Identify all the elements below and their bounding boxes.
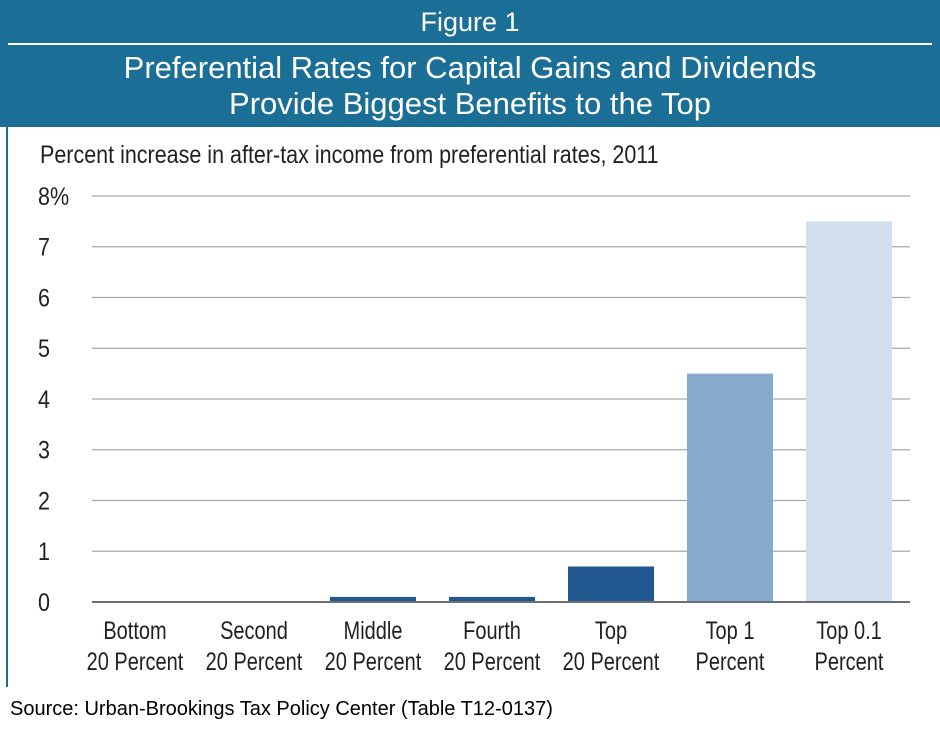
x-tick-label: Percent [815, 648, 885, 676]
y-tick-label: 7 [38, 233, 50, 261]
x-tick-label: Top [595, 617, 627, 645]
x-tick-label: Second [220, 617, 288, 645]
figure-header: Figure 1 Preferential Rates for Capital … [0, 0, 940, 127]
y-tick-label: 2 [38, 487, 50, 515]
x-tick-label: Top 1 [706, 617, 755, 645]
y-tick-label: 0 [38, 588, 50, 616]
x-tick-label: Middle [344, 617, 403, 645]
left-border-rule [6, 127, 8, 687]
x-tick-label: Percent [696, 648, 766, 676]
chart-subtitle: Percent increase in after-tax income fro… [40, 141, 659, 169]
figure-title-line2: Provide Biggest Benefits to the Top [229, 86, 711, 121]
y-tick-label: 1 [38, 538, 50, 566]
x-tick-label: Bottom [103, 617, 166, 645]
y-tick-label: 3 [38, 436, 50, 464]
x-tick-label: 20 Percent [325, 648, 422, 676]
bar [687, 373, 773, 602]
figure-label: Figure 1 [420, 7, 520, 37]
bar [806, 221, 892, 602]
x-tick-label: 20 Percent [563, 648, 660, 676]
y-tick-label: 4 [38, 385, 50, 413]
figure-title-line1: Preferential Rates for Capital Gains and… [123, 50, 817, 85]
y-tick-label: 5 [38, 335, 50, 363]
bar-chart: 0 1 2 3 4 5 6 7 8% Bottom 20 Percent Second 20 Perce… [38, 182, 910, 676]
y-tick-label: 8% [38, 182, 69, 210]
y-tick-label: 6 [38, 284, 50, 312]
bar [449, 596, 535, 602]
bar [568, 566, 654, 602]
bar [330, 596, 416, 602]
x-tick-label: Top 0.1 [816, 617, 882, 645]
source-note: Source: Urban-Brookings Tax Policy Cente… [10, 698, 553, 720]
figure-title: Preferential Rates for Capital Gains and… [0, 50, 940, 122]
header-divider [8, 43, 932, 45]
x-tick-label: 20 Percent [87, 648, 184, 676]
x-tick-label: Fourth [463, 617, 521, 645]
x-tick-label: 20 Percent [206, 648, 303, 676]
x-tick-label: 20 Percent [444, 648, 541, 676]
